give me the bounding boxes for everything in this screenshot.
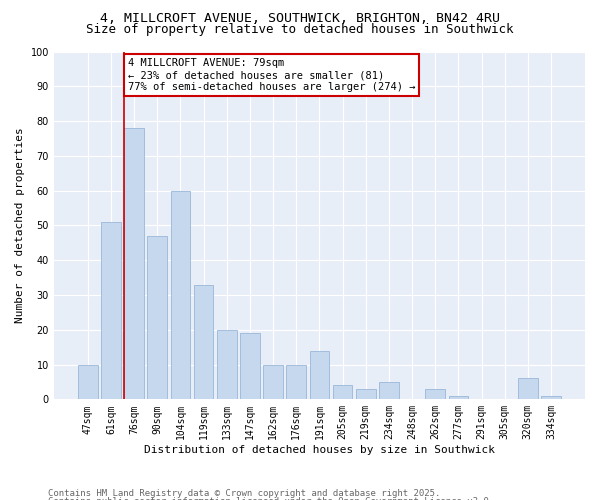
Bar [78,364,98,400]
X-axis label: Distribution of detached houses by size in Southwick: Distribution of detached houses by size … [144,445,495,455]
Bar [518,378,538,400]
Bar [148,236,167,400]
Bar [541,396,561,400]
Y-axis label: Number of detached properties: Number of detached properties [15,128,25,324]
Text: 4, MILLCROFT AVENUE, SOUTHWICK, BRIGHTON, BN42 4RU: 4, MILLCROFT AVENUE, SOUTHWICK, BRIGHTON… [100,12,500,26]
Bar [217,330,236,400]
Text: 4 MILLCROFT AVENUE: 79sqm
← 23% of detached houses are smaller (81)
77% of semi-: 4 MILLCROFT AVENUE: 79sqm ← 23% of detac… [128,58,415,92]
Bar [333,386,352,400]
Bar [170,190,190,400]
Bar [356,389,376,400]
Bar [124,128,144,400]
Bar [194,284,214,400]
Bar [263,364,283,400]
Bar [379,382,399,400]
Bar [310,350,329,400]
Text: Contains HM Land Registry data © Crown copyright and database right 2025.: Contains HM Land Registry data © Crown c… [48,488,440,498]
Bar [240,333,260,400]
Text: Contains public sector information licensed under the Open Government Licence v3: Contains public sector information licen… [48,497,494,500]
Bar [425,389,445,400]
Bar [286,364,306,400]
Text: Size of property relative to detached houses in Southwick: Size of property relative to detached ho… [86,22,514,36]
Bar [449,396,468,400]
Bar [101,222,121,400]
